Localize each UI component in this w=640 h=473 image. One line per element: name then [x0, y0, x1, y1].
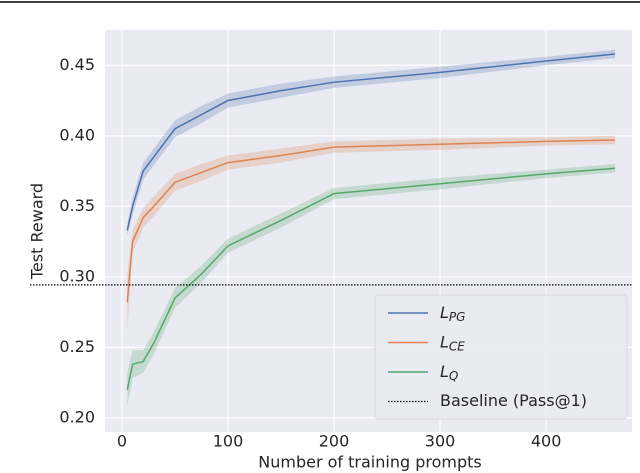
- legend-label: Baseline (Pass@1): [440, 391, 587, 410]
- series-line: [126, 167, 616, 390]
- y-axis-label: Test Reward: [28, 183, 47, 280]
- legend-label: LQ: [440, 362, 458, 383]
- legend-label: LPG: [440, 303, 465, 324]
- legend-box: [374, 294, 628, 420]
- legend-label-sub: CE: [449, 339, 465, 353]
- x-tick-label: 100: [213, 432, 244, 451]
- x-axis-label: Number of training prompts: [258, 453, 481, 472]
- legend-label-main: L: [440, 362, 449, 381]
- y-tick-label: 0.40: [59, 125, 95, 144]
- series-line: [126, 139, 616, 303]
- x-tick-label: 0: [117, 432, 127, 451]
- legend-label-sub: Q: [449, 369, 458, 383]
- series-line: [126, 53, 616, 231]
- legend-label: LCE: [440, 332, 465, 353]
- legend-label-sub: PG: [449, 310, 466, 324]
- y-tick-label: 0.30: [59, 266, 95, 285]
- legend-label-main: L: [440, 332, 449, 351]
- x-tick-label: 400: [531, 432, 562, 451]
- x-tick-label: 200: [319, 432, 350, 451]
- y-tick-label: 0.25: [59, 337, 95, 356]
- legend-label-main: L: [440, 303, 449, 322]
- y-tick-label: 0.35: [59, 196, 95, 215]
- y-tick-label: 0.20: [59, 407, 95, 426]
- y-tick-label: 0.45: [59, 55, 95, 74]
- x-tick-label: 300: [425, 432, 456, 451]
